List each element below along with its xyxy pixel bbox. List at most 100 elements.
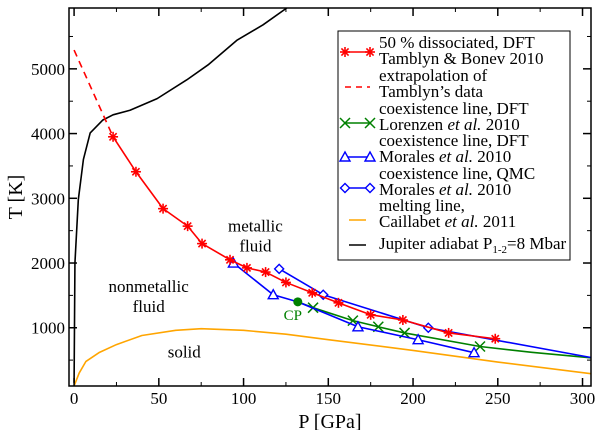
x-tick-label: 250	[485, 389, 511, 408]
morales-dft-series-point	[411, 333, 425, 345]
axis-ticks: 0 50 100 150 200 250 300 1000 2000 3000 4000 5000	[31, 8, 595, 408]
dissociation-series-point-stroke	[398, 315, 408, 325]
dissociation-series-point	[225, 254, 236, 265]
legend-entry-5-line1: melting line,	[379, 196, 465, 215]
dissociation-series-point-stroke	[444, 328, 453, 338]
dissociation-series-point-stroke	[183, 221, 192, 231]
critical-point-label: CP	[284, 308, 302, 324]
legend-entry-3-author: Morales	[379, 147, 439, 166]
x-tick-label: 100	[231, 389, 257, 408]
legend-sample-marker	[339, 117, 351, 129]
legend-entry-5-etal: et al.	[445, 212, 479, 231]
legend-entry-4-etal: et al.	[439, 180, 473, 199]
legend-entry-5-line2: Caillabet et al. 2011	[379, 212, 516, 231]
dissociation-series-point-stroke	[261, 267, 270, 277]
legend-samples	[338, 47, 377, 246]
dissociation-series-point	[397, 314, 408, 325]
legend-entry-1-line2: Tamblyn’s data	[379, 82, 484, 101]
legend-entry-6-subscript: 1-2	[492, 244, 507, 256]
legend-entry-2-line2: Lorenzen et al. 2010	[379, 115, 520, 134]
legend-sample-marker	[363, 150, 377, 162]
dissociation-series-point-stroke	[225, 255, 235, 264]
dissociation-series-point-stroke	[334, 298, 343, 307]
region-label: solid	[168, 343, 202, 362]
legend-sample-marker	[338, 150, 352, 162]
plot-frame	[68, 7, 592, 387]
region-label: metallic	[228, 216, 283, 235]
morales-qmc-series-point	[273, 263, 285, 275]
legend-entry-5-year: 2011	[479, 212, 517, 231]
dissociation-series-point-stroke	[366, 310, 375, 319]
dissociation-series-point	[260, 267, 271, 278]
dissociation-series-point	[108, 131, 119, 142]
y-tick-label: 1000	[31, 319, 65, 338]
morales-dft-series-point	[267, 288, 280, 300]
legend-entry-6-text: Jupiter adiabat P	[379, 234, 492, 253]
y-tick-label: 5000	[31, 60, 65, 79]
legend-sample-marker-stroke	[340, 47, 350, 57]
x-tick-label: 50	[150, 389, 167, 408]
y-tick-label: 4000	[31, 125, 65, 144]
region-label: nonmetallic	[109, 277, 190, 296]
x-tick-label: 0	[70, 389, 79, 408]
dissociation-series-point-stroke	[197, 239, 207, 248]
dissociation-series-point	[182, 221, 193, 232]
legend-entry-2-etal: et al.	[447, 115, 481, 134]
morales-dft-series	[227, 256, 481, 358]
dissociation-series-point	[365, 309, 376, 320]
morales-dft-series-line	[232, 262, 475, 354]
dissociation-series-point	[443, 327, 454, 338]
legend-entry-2-author: Lorenzen	[379, 115, 447, 134]
lorenzen-series	[297, 301, 591, 359]
morales-dft-series-point	[467, 346, 481, 358]
morales-qmc-series	[273, 263, 591, 359]
dissociation-series-point-stroke	[242, 263, 252, 273]
legend-entry-5-author: Caillabet	[379, 212, 445, 231]
x-tick-label: 300	[570, 389, 596, 408]
legend-entry-6-rest: =8 Mbar	[507, 234, 566, 253]
melting-series-line	[73, 327, 591, 386]
legend-entry-4-year: 2010	[473, 180, 511, 199]
dissociation-series-point	[280, 277, 291, 288]
legend-entry-4-line2: Morales et al. 2010	[379, 180, 511, 199]
dissociation-series-point	[241, 262, 252, 273]
legend-entry-4-author: Morales	[379, 180, 439, 199]
lorenzen-series-point-stroke	[474, 340, 486, 353]
legend-entry-0-line2: Tamblyn & Bonev 2010	[379, 49, 544, 68]
critical-point-marker	[293, 297, 303, 307]
region-label: fluid	[239, 236, 272, 255]
dissociation-series	[108, 131, 501, 344]
y-tick-label: 3000	[31, 189, 65, 208]
legend-entry-3-year: 2010	[473, 147, 511, 166]
dissociation-series-point	[197, 238, 208, 249]
legend-sample-marker	[364, 117, 376, 129]
dissociation-series-point	[307, 287, 318, 298]
extrapolation-series	[73, 49, 114, 138]
x-tick-label: 200	[400, 389, 426, 408]
dissociation-series-point-stroke	[491, 334, 500, 343]
lorenzen-series-point	[474, 340, 486, 353]
dissociation-series-point-stroke	[281, 278, 291, 287]
dissociation-series-point	[130, 166, 141, 177]
morales-qmc-series-line	[278, 268, 591, 359]
legend-entry-1-line1: extrapolation of	[379, 66, 487, 85]
legend-sample-marker-stroke	[365, 47, 375, 57]
jupiter-adiabat-series-line	[73, 8, 288, 383]
legend-entry-4-line1: coexistence line, QMC	[379, 164, 535, 183]
legend-entry-0-line1: 50 % dissociated, DFT	[379, 33, 535, 52]
region-label: fluid	[133, 297, 166, 316]
dissociation-series-point-stroke	[108, 132, 118, 141]
legend-sample-marker	[340, 47, 350, 57]
legend-box	[337, 30, 571, 261]
legend-sample-marker	[364, 182, 376, 194]
x-tick-label: 150	[316, 389, 342, 408]
legend-entry-2-year: 2010	[481, 115, 519, 134]
morales-dft-series-point	[351, 320, 365, 332]
y-axis-label: T [K]	[5, 175, 27, 220]
extrapolation-series-line	[73, 49, 114, 138]
legend-entry-3-line1: coexistence line, DFT	[379, 131, 529, 150]
dissociation-series-point-stroke	[131, 167, 141, 176]
dissociation-series-point-stroke	[158, 204, 168, 213]
